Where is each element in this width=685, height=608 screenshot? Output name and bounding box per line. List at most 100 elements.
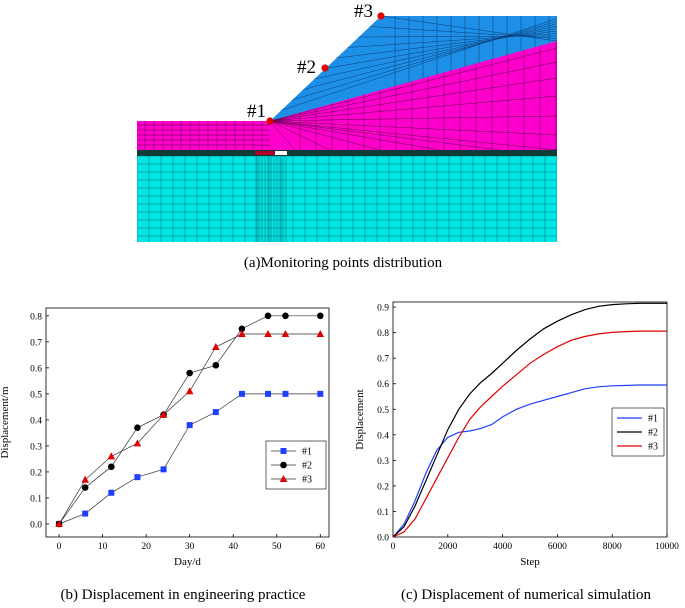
data-point-series-3 [107,452,116,460]
monitoring-point-2 [321,64,329,72]
y-tick-label: 0.6 [377,380,389,390]
mesh-diagram: #1 #2 #3 (a)Monitoring points distributi… [137,1,558,271]
soil-body [137,41,557,150]
data-point-series-1 [282,390,289,397]
y-tick-label: 0.5 [377,406,389,416]
data-point-series-2 [264,312,272,320]
point-label-2: #2 [297,57,316,78]
x-tick-label: 10000 [655,542,679,552]
foundation-layer [137,156,557,242]
data-point-series-2 [186,369,193,377]
y-tick-label: 0.3 [30,442,42,452]
monitoring-point-1 [266,117,274,125]
interface-red [255,151,275,155]
data-point-series-3 [159,410,168,418]
interface-white [275,151,287,155]
caption-a: (a)Monitoring points distribution [244,255,443,271]
data-point-series-2 [316,312,324,320]
x-tick-label: 2000 [438,542,457,552]
y-tick-label: 0.9 [377,304,389,314]
y-axis-label: Displacement/m [0,386,11,459]
x-tick-label: 50 [272,542,282,552]
x-tick-label: 10 [98,542,108,552]
data-point-series-3 [133,439,142,447]
data-point-series-1 [186,422,193,429]
x-tick-label: 40 [228,542,238,552]
legend: #1 #2 #3 [265,440,327,490]
wedge-lines [281,15,558,111]
caption-b: (b) Displacement in engineering practice [61,587,306,603]
mesh-lines [137,41,558,151]
legend-label-2: #2 [648,428,658,439]
legend-label-1: #1 [648,414,658,425]
x-tick-label: 6000 [548,542,567,552]
point-label-1: #1 [247,101,266,122]
x-tick-label: 8000 [603,542,622,552]
data-point-series-1 [134,474,141,481]
y-tick-label: 0.1 [377,508,389,518]
series-line-3 [58,333,321,525]
data-point-series-1 [238,390,245,397]
data-point-series-3 [55,519,63,527]
legend-label-3: #3 [648,442,658,453]
data-point-series-1 [212,409,219,416]
y-tick-label: 0.1 [30,494,42,504]
legend: #1 #2 #3 [611,407,665,457]
data-point-series-3 [238,330,246,338]
data-point-series-1 [160,466,167,473]
y-axis-label: Displacement [354,389,366,449]
series-line-2 [392,302,667,538]
legend-marker-1 [280,448,287,454]
data-point-series-3 [212,343,220,351]
data-point-series-2 [81,484,89,491]
data-point-series-3 [316,330,325,338]
monitoring-point-3 [377,12,385,20]
data-point-series-2 [134,424,141,432]
y-tick-label: 0.6 [30,364,42,374]
interface-layer [137,150,557,156]
data-point-series-3 [185,387,194,395]
x-axis-label: Step [520,556,540,568]
legend-label-3: #3 [302,475,312,486]
x-tick-label: 60 [316,542,326,552]
data-point-series-3 [81,475,89,483]
data-point-series-1 [108,489,115,496]
data-point-series-2 [238,325,246,333]
data-point-series-3 [281,330,290,338]
y-tick-label: 0.4 [377,431,389,441]
chart-numerical-simulation: (c) Displacement of numerical simulation… [354,301,679,603]
legend-label-1: #1 [302,447,312,458]
x-tick-label: 30 [185,542,195,552]
legend-marker-2 [280,461,287,469]
data-point-series-1 [265,390,272,397]
data-point-series-2 [282,312,289,320]
y-tick-label: 0.2 [377,482,389,492]
y-tick-label: 0.4 [30,416,42,426]
data-point-series-1 [82,510,89,517]
plot-frame [392,301,668,538]
data-point-series-2 [108,463,115,471]
x-tick-label: 20 [141,542,151,552]
y-tick-label: 0.3 [377,457,389,467]
legend-label-2: #2 [302,461,312,472]
data-point-series-1 [317,390,324,397]
y-tick-label: 0.7 [30,338,42,348]
series-line-1 [392,384,667,538]
caption-c: (c) Displacement of numerical simulation [401,587,651,603]
foundation-grid [137,156,557,242]
x-tick-label: 4000 [493,542,512,552]
plot-frame [45,307,330,538]
data-point-series-2 [212,361,220,369]
point-label-3: #3 [354,1,373,22]
series-line-2 [58,315,321,525]
y-tick-label: 0.5 [30,390,42,400]
y-tick-label: 0.8 [30,312,42,322]
x-tick-label: 0 [57,542,62,552]
y-tick-label: 0.8 [377,329,389,339]
x-tick-label: 0 [391,542,396,552]
series-line-3 [392,330,667,538]
x-axis-label: Day/d [174,556,201,568]
data-point-series-3 [264,330,272,338]
y-tick-label: 0.7 [377,355,389,365]
